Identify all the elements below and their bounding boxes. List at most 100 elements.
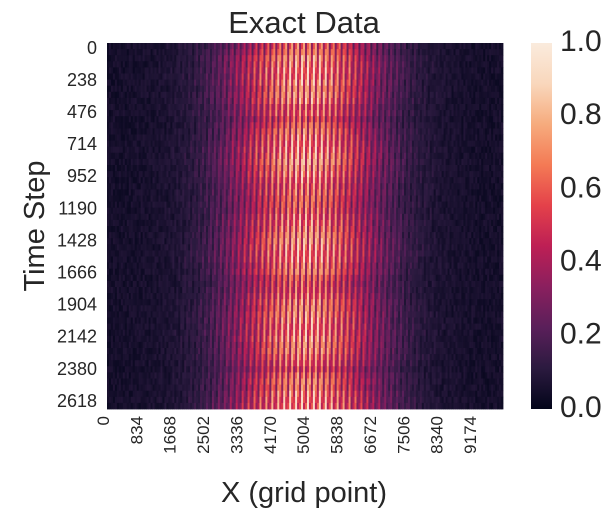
heatmap-cell [443,91,446,99]
heatmap-cell [439,91,443,99]
heatmap-cell [473,49,476,56]
heatmap-cell [320,152,324,160]
heatmap-cell [128,146,132,154]
heatmap-cell [164,122,167,129]
heatmap-cell [138,91,142,99]
heatmap-cell [219,85,223,93]
heatmap-cell [241,122,245,129]
heatmap-cell [269,140,272,148]
heatmap-cell [407,85,411,93]
heatmap-cell [392,134,395,141]
heatmap-cell [146,116,149,123]
heatmap-cell [305,49,308,56]
heatmap-cell [485,55,488,62]
heatmap-cell [241,85,245,93]
heatmap-cell [332,49,336,56]
heatmap-cell [265,43,268,50]
heatmap-cell [370,158,373,166]
heatmap-cell [386,43,389,50]
heatmap-cell [247,104,250,111]
heatmap-cell [202,110,205,117]
heatmap-cell [477,158,480,166]
heatmap-cell [217,73,221,80]
heatmap-cell [491,55,494,62]
heatmap-cell [308,55,312,62]
heatmap-cell [152,97,155,105]
heatmap-cell [142,146,146,154]
heatmap-cell [499,97,502,105]
heatmap-cell [301,55,304,62]
heatmap-cell [116,116,120,123]
heatmap-cell [441,104,444,111]
heatmap-cell [142,55,146,62]
heatmap-cell [409,116,413,123]
heatmap-cell [231,73,235,80]
heatmap-cell [473,67,476,74]
heatmap-cell [364,152,367,160]
heatmap-cell [501,134,504,141]
heatmap-cell [340,152,344,160]
heatmap-cell [225,128,229,135]
heatmap-cell [413,152,417,160]
heatmap-cell [477,134,480,141]
heatmap-cell [176,85,179,93]
heatmap-cell [261,158,264,166]
heatmap-cell [225,73,229,80]
heatmap-cell [382,73,385,80]
heatmap-cell [394,122,397,129]
heatmap-cell [225,97,229,105]
heatmap-cell [318,61,322,68]
heatmap-cell [483,158,486,166]
heatmap-cell [495,104,498,111]
heatmap-cell [485,128,488,135]
heatmap-cell [166,152,169,160]
heatmap-cell [285,61,288,68]
heatmap-cell [257,43,260,50]
heatmap-cell [217,43,221,50]
heatmap-cell [334,128,338,135]
heatmap-cell [477,67,480,74]
heatmap-cell [392,110,395,117]
heatmap-cell [370,104,373,111]
heatmap-cell [433,79,437,87]
heatmap-cell [497,67,500,74]
heatmap-cell [142,110,146,117]
heatmap-cell [405,85,409,93]
heatmap-cell [146,67,149,74]
heatmap-cell [162,91,165,99]
heatmap-cell [215,116,219,123]
heatmap-cell [225,152,229,160]
heatmap-cell [477,85,480,93]
heatmap-cell [306,128,310,135]
heatmap-cell [499,104,502,111]
heatmap-cell [415,55,419,62]
heatmap-cell [441,110,444,117]
heatmap-cell [479,85,482,93]
heatmap-cell [213,110,217,117]
heatmap-cell [144,73,147,80]
heatmap-cell [344,43,347,50]
heatmap-cell [263,73,266,80]
heatmap-cell [257,97,260,105]
heatmap-cell [273,134,276,141]
heatmap-cell [110,104,114,111]
heatmap-cell [277,140,280,148]
heatmap-cell [239,116,243,123]
heatmap-cell [152,67,155,74]
heatmap-cell [257,85,260,93]
heatmap-cell [184,158,187,166]
heatmap-cell [489,152,492,160]
heatmap-cell [283,85,286,93]
heatmap-cell [239,134,243,141]
heatmap-cell [241,134,245,141]
heatmap-cell [419,61,423,68]
heatmap-cell [407,146,411,154]
heatmap-cell [140,116,144,123]
heatmap-cell [130,49,134,56]
heatmap-cell [447,97,450,105]
heatmap-cell [275,110,278,117]
heatmap-cell [259,61,262,68]
heatmap-cell [469,158,472,166]
heatmap-cell [453,43,456,50]
heatmap-cell [227,49,231,56]
